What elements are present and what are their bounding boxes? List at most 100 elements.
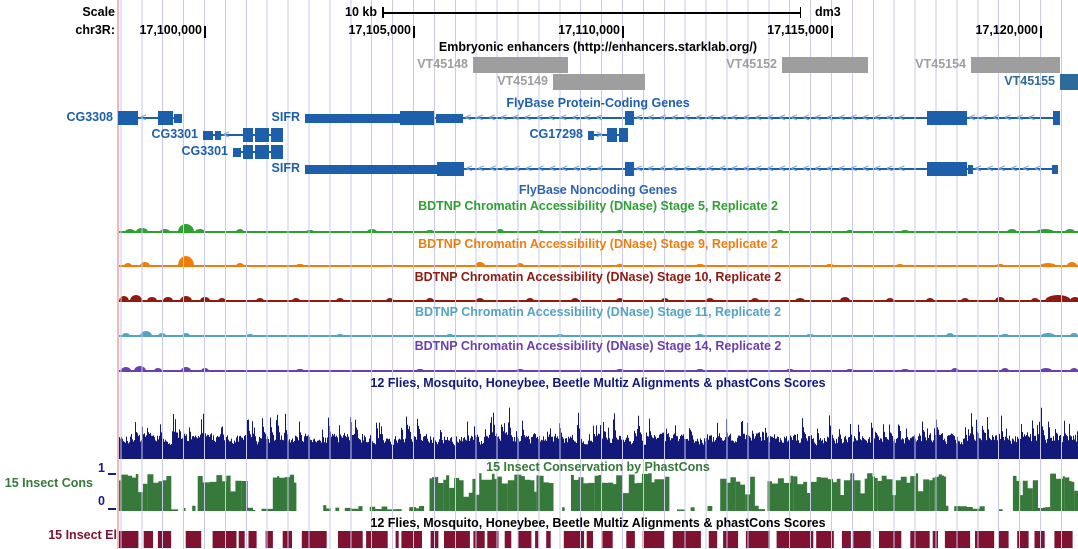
signal-baseline[interactable]	[118, 335, 1078, 337]
gene-exon[interactable]	[1053, 111, 1060, 125]
signal-peak	[661, 298, 669, 301]
enhancer-label[interactable]: VT45155	[1004, 74, 1055, 88]
gene-exon[interactable]	[305, 113, 400, 123]
signal-peak	[386, 298, 394, 301]
signal-peak	[125, 229, 135, 232]
gene-exon[interactable]	[233, 147, 241, 157]
gene-exon[interactable]	[118, 111, 138, 125]
signal-peak	[236, 263, 244, 266]
signal-baseline[interactable]	[118, 231, 1078, 233]
gene-exon[interactable]	[243, 128, 253, 142]
gene-exon[interactable]	[255, 128, 269, 142]
signal-peak	[1065, 229, 1075, 232]
multiz-conservation-histogram[interactable]	[118, 391, 1078, 459]
signal-peak	[134, 366, 146, 371]
gene-exon[interactable]	[158, 111, 173, 125]
gene-label[interactable]: CG17298	[529, 127, 583, 141]
scale-label: Scale	[82, 5, 115, 19]
signal-peak	[536, 229, 544, 232]
track-title-dnase-stage10[interactable]: BDTNP Chromatin Accessibility (DNase) St…	[414, 270, 782, 284]
signal-peak	[896, 264, 904, 266]
gene-label[interactable]: SIFR	[271, 161, 300, 175]
enhancer-label[interactable]: VT45148	[417, 57, 468, 71]
gene-exon[interactable]	[968, 164, 973, 174]
gene-exon[interactable]	[271, 128, 283, 142]
signal-peak	[195, 229, 205, 232]
gene-exon[interactable]	[271, 145, 283, 159]
signal-peak	[1067, 262, 1077, 266]
conserved-elements-track[interactable]	[118, 531, 1078, 548]
gene-exon[interactable]	[174, 113, 182, 123]
gene-exon[interactable]	[927, 111, 967, 125]
gene-exon[interactable]	[203, 130, 213, 140]
signal-peak	[163, 297, 173, 301]
gene-exon[interactable]	[625, 111, 634, 125]
gene-exon[interactable]	[400, 111, 434, 125]
track-title-multiz[interactable]: 12 Flies, Mosquito, Honeybee, Beetle Mul…	[370, 376, 826, 390]
gene-label[interactable]: CG3301	[181, 144, 228, 158]
gene-exon[interactable]	[243, 145, 253, 159]
signal-peak	[158, 333, 166, 336]
enhancer-item[interactable]	[1060, 74, 1078, 90]
elements-left-label[interactable]: 15 Insect El	[48, 528, 117, 542]
signal-peak	[751, 298, 759, 301]
signal-peak	[201, 368, 209, 371]
enhancer-label[interactable]: VT45149	[497, 74, 548, 88]
track-title-phastcons[interactable]: 15 Insect Conservation by PhastCons	[486, 460, 710, 474]
gene-exon[interactable]	[588, 130, 594, 140]
signal-peak	[416, 368, 424, 371]
track-title-dnase-stage11[interactable]: BDTNP Chromatin Accessibility (DNase) St…	[414, 305, 782, 319]
enhancer-item[interactable]	[782, 57, 868, 73]
track-title-multiz-elements[interactable]: 12 Flies, Mosquito, Honeybee, Beetle Mul…	[370, 516, 826, 530]
gene-exon[interactable]	[625, 162, 634, 176]
enhancer-item[interactable]	[473, 57, 568, 73]
signal-peak	[826, 263, 834, 266]
phastcons-histogram[interactable]	[118, 473, 1078, 511]
ruler-tick	[413, 26, 415, 38]
gene-exon[interactable]	[305, 164, 437, 174]
ruler-tick	[622, 26, 624, 38]
signal-peak	[160, 229, 170, 232]
signal-peak	[336, 334, 344, 336]
signal-peak	[147, 297, 157, 301]
gene-exon[interactable]	[255, 145, 269, 159]
signal-peak	[200, 297, 210, 301]
signal-peak	[616, 263, 624, 266]
phastcons-left-label[interactable]: 15 Insect Cons	[4, 476, 93, 490]
gene-exon[interactable]	[619, 128, 628, 142]
signal-peak	[556, 334, 564, 336]
enhancer-label[interactable]: VT45152	[726, 57, 777, 71]
signal-peak	[516, 263, 524, 266]
signal-peak	[926, 298, 934, 301]
signal-peak	[571, 298, 579, 301]
gene-exon[interactable]	[436, 113, 463, 123]
signal-peak	[496, 229, 504, 232]
signal-peak	[1031, 298, 1039, 301]
signal-peak	[140, 262, 150, 266]
gene-exon[interactable]	[927, 162, 967, 176]
ruler-tick-label: 17,105,000	[348, 23, 411, 37]
track-title-dnase-stage5[interactable]: BDTNP Chromatin Accessibility (DNase) St…	[418, 199, 778, 213]
track-title-dnase-stage14[interactable]: BDTNP Chromatin Accessibility (DNase) St…	[414, 339, 782, 353]
scale-bar-left-tick	[382, 7, 384, 18]
signal-peak	[706, 298, 714, 301]
signal-peak	[306, 229, 314, 232]
gene-label[interactable]: CG3301	[151, 127, 198, 141]
track-title-enhancers[interactable]: Embryonic enhancers (http://enhancers.st…	[438, 40, 758, 54]
track-title-coding-genes[interactable]: FlyBase Protein-Coding Genes	[506, 96, 690, 110]
gene-exon[interactable]	[607, 128, 617, 142]
track-title-dnase-stage9[interactable]: BDTNP Chromatin Accessibility (DNase) St…	[418, 237, 778, 251]
gene-label[interactable]: CG3308	[66, 110, 113, 124]
enhancer-item[interactable]	[971, 57, 1060, 73]
gene-label[interactable]: SIFR	[271, 110, 300, 124]
gene-exon[interactable]	[215, 130, 221, 140]
signal-peak	[1070, 368, 1078, 371]
signal-baseline[interactable]	[118, 265, 1078, 267]
enhancer-label[interactable]: VT45154	[915, 57, 966, 71]
track-title-noncoding-genes[interactable]: FlyBase Noncoding Genes	[518, 183, 678, 197]
gene-exon[interactable]	[1052, 164, 1058, 174]
enhancer-item[interactable]	[553, 74, 645, 90]
signal-baseline[interactable]	[118, 370, 1078, 372]
gene-exon[interactable]	[437, 162, 464, 176]
